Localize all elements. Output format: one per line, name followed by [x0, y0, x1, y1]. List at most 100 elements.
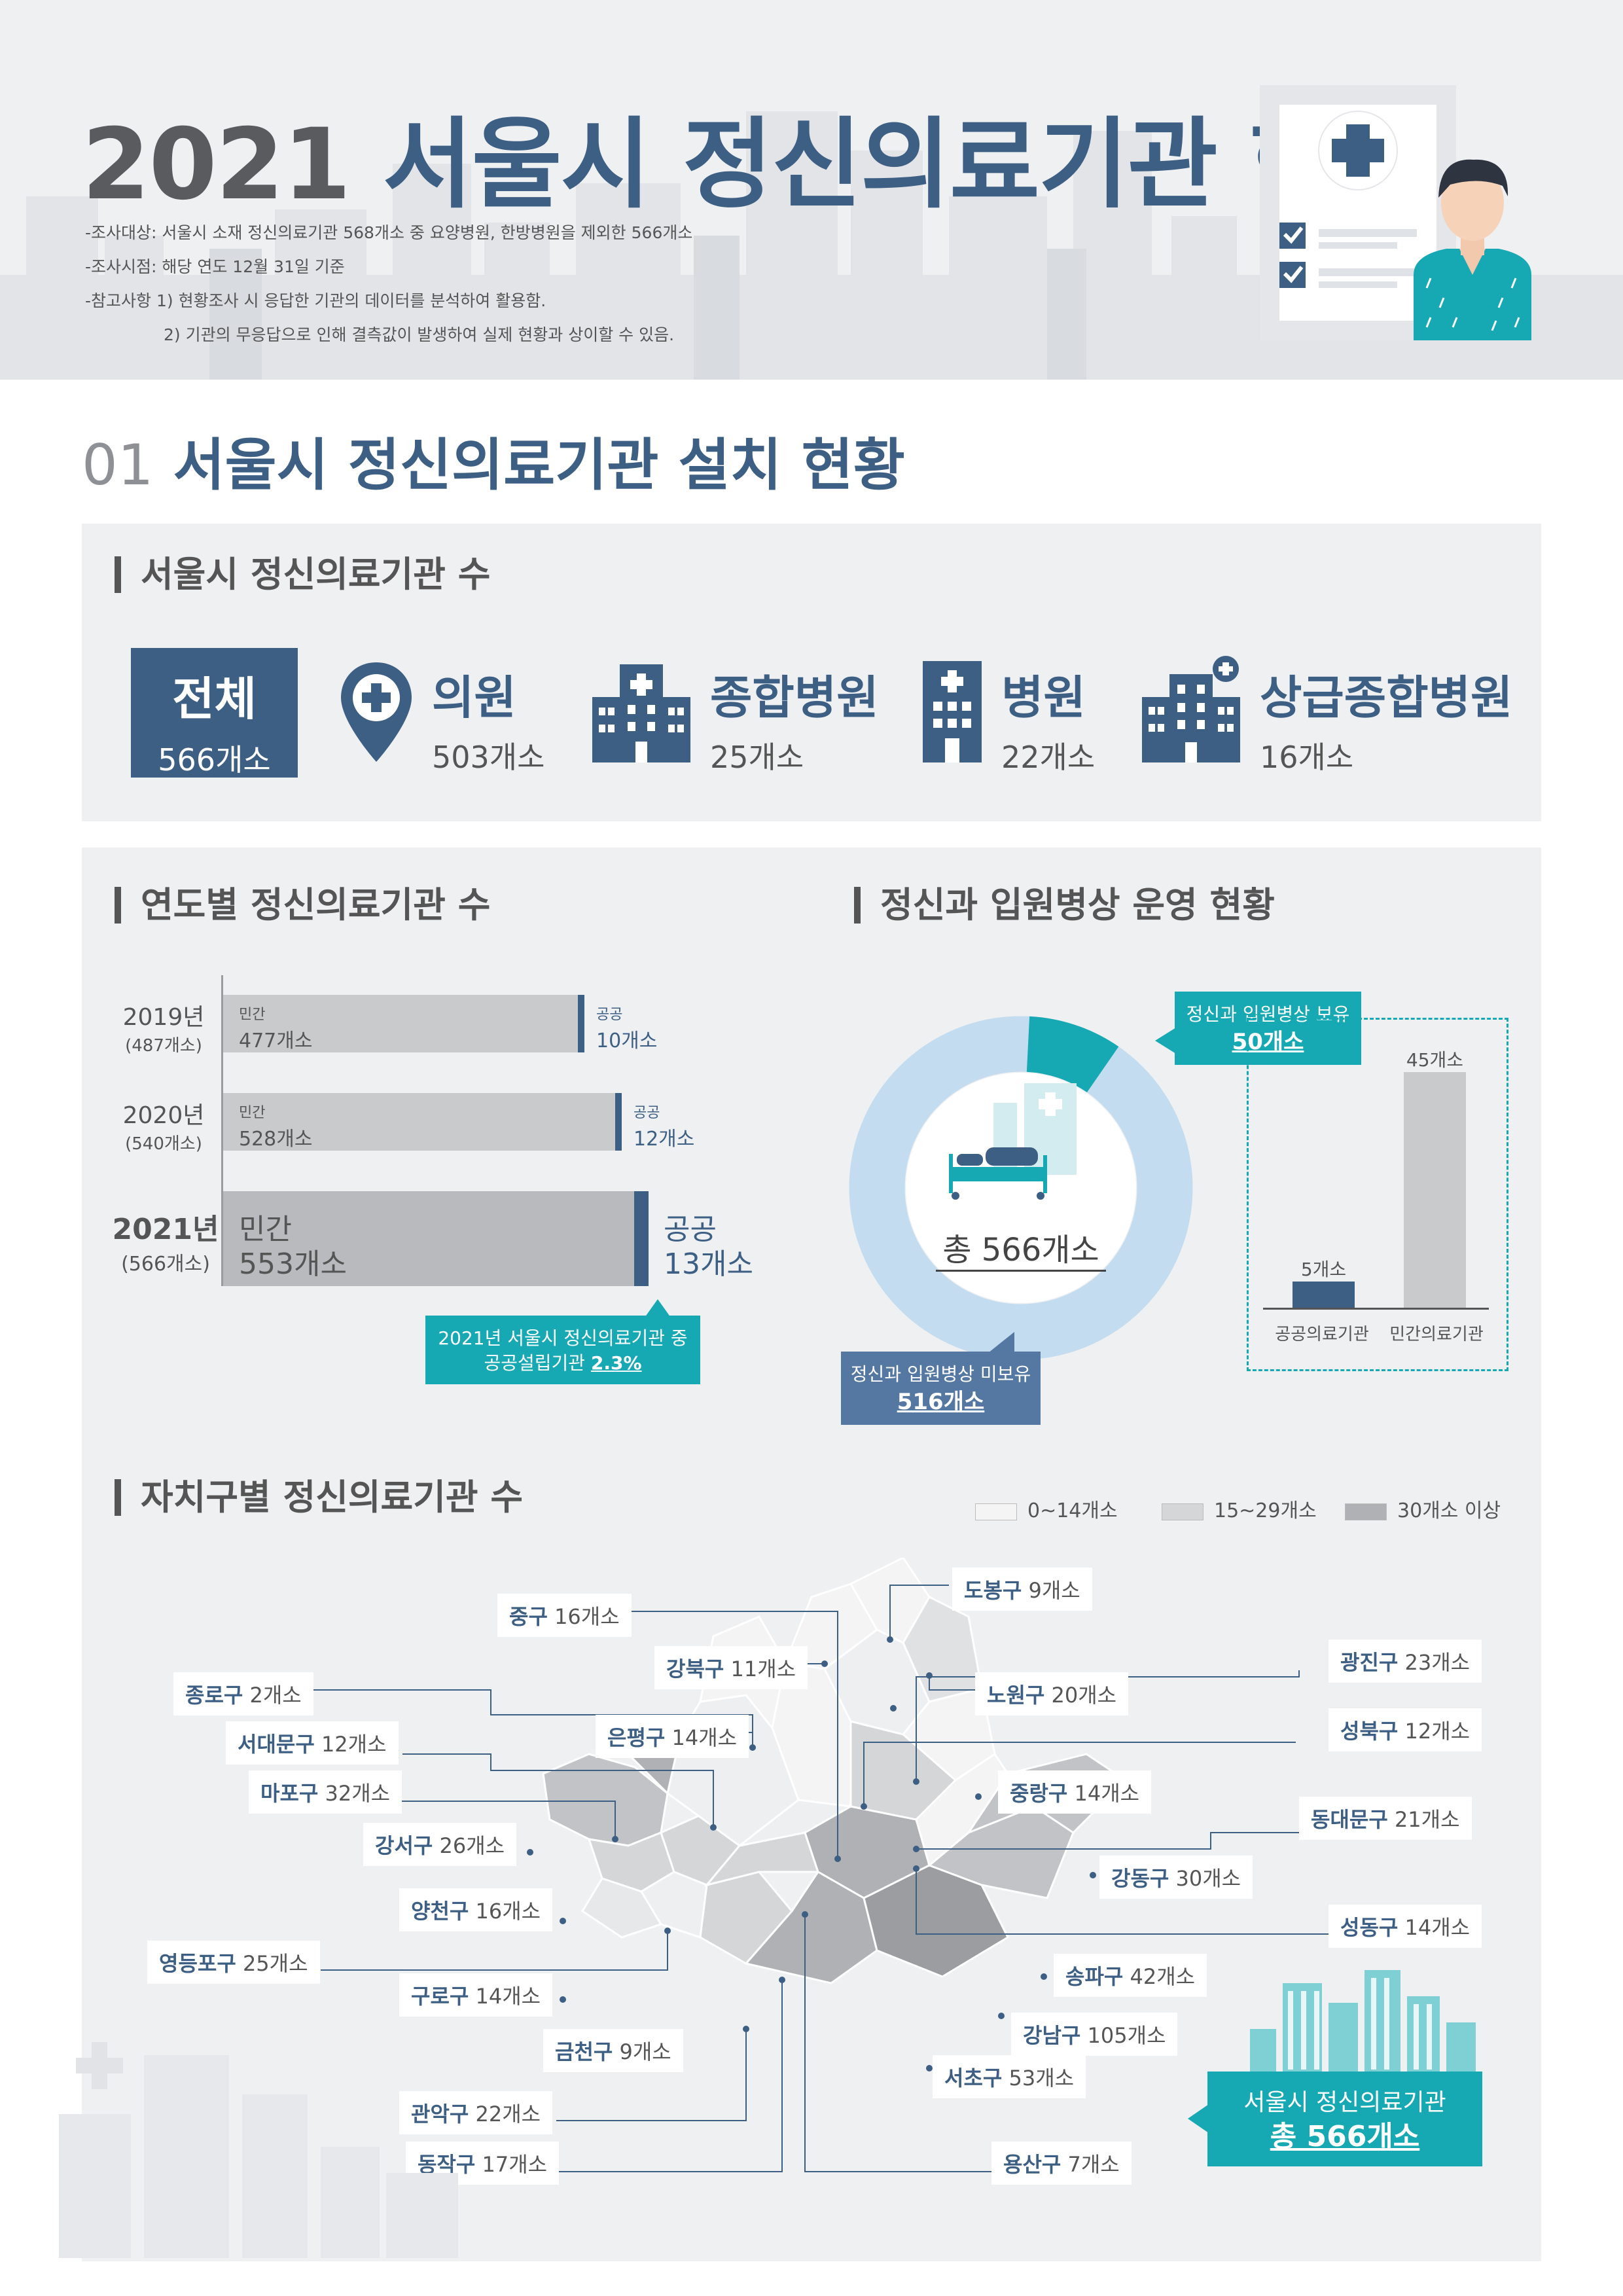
district-seodaemun: 서대문구 12개소	[226, 1721, 399, 1765]
district-seongdong: 성동구 14개소	[1329, 1905, 1482, 1948]
legend-label: 30개소 이상	[1397, 1499, 1501, 1522]
district-gangseo: 강서구 26개소	[363, 1823, 517, 1866]
hospital-bed-icon	[949, 1083, 1077, 1200]
district-count: 9개소	[1028, 1578, 1080, 1603]
private-count-2019: 477개소	[239, 1030, 313, 1052]
district-count: 14개소	[1074, 1781, 1140, 1806]
district-gangdong: 강동구 30개소	[1099, 1856, 1253, 1899]
district-name: 마포구	[260, 1781, 319, 1806]
district-count: 16개소	[554, 1604, 620, 1629]
legend-swatch	[1345, 1503, 1387, 1520]
districts-heading: 자치구별 정신의료기관 수	[115, 1479, 523, 1516]
category-label: 병원	[1001, 671, 1086, 725]
public-label-2019: 공공	[596, 1007, 623, 1023]
district-summary-callout: 서울시 정신의료기관 총 566개소	[1207, 2072, 1482, 2166]
district-count: 20개소	[1051, 1683, 1117, 1708]
section-number: 01	[82, 433, 154, 498]
legend-mid: 15~29개소	[1162, 1494, 1317, 1523]
district-name: 중구	[509, 1604, 548, 1629]
district-name: 도봉구	[964, 1578, 1022, 1603]
legend-label: 15~29개소	[1214, 1499, 1317, 1522]
ownership-cat-private: 민간의료기관	[1389, 1325, 1484, 1344]
district-name: 강동구	[1111, 1866, 1169, 1891]
district-seocho: 서초구 53개소	[933, 2055, 1086, 2098]
district-count: 105개소	[1087, 2023, 1166, 2048]
header-banner: 2021 서울시 정신의료기관 현황 -조사대상: 서울시 소재 정신의료기관 …	[0, 0, 1623, 380]
district-junggu: 중구 16개소	[497, 1594, 632, 1637]
beds-has-callout: 정신과 입원병상 보유 50개소	[1175, 992, 1361, 1065]
survey-notes: -조사대상: 서울시 소재 정신의료기관 568개소 중 요양병원, 한방병원을…	[85, 216, 692, 352]
tertiary-hospital-icon	[1142, 656, 1240, 762]
category-label: 의원	[432, 671, 516, 725]
bar-public-2020	[615, 1093, 622, 1151]
doctor-illustration	[1414, 159, 1531, 340]
bar-public-2019	[578, 995, 584, 1052]
district-name: 양천구	[411, 1899, 469, 1924]
ownership-value-public: 5개소	[1300, 1259, 1347, 1280]
category-count: 16개소	[1260, 740, 1354, 775]
public-ratio-callout: 2021년 서울시 정신의료기관 중 공공설립기관 2.3%	[425, 1316, 700, 1384]
callout-value: 2.3%	[590, 1352, 642, 1374]
public-label-2021: 공공	[664, 1213, 717, 1246]
category-count: 503개소	[432, 740, 545, 775]
callout-pointer	[988, 1332, 1014, 1353]
public-label-2020: 공공	[633, 1105, 660, 1121]
none-value: 516개소	[897, 1389, 985, 1415]
district-count: 11개소	[730, 1657, 796, 1681]
beds-donut-chart	[849, 1016, 1193, 1360]
district-count: 9개소	[619, 2039, 671, 2064]
district-name: 서초구	[944, 2066, 1003, 2090]
district-name: 종로구	[185, 1683, 243, 1708]
category-label: 상급종합병원	[1260, 671, 1513, 725]
year-total: (566개소)	[121, 1253, 210, 1276]
callout-line2-prefix: 공공설립기관	[484, 1352, 591, 1374]
district-gangnam: 강남구 105개소	[1011, 2013, 1178, 2056]
district-count: 22개소	[475, 2102, 541, 2126]
district-geumcheon: 금천구 9개소	[543, 2029, 683, 2072]
bar-private-2021	[223, 1191, 634, 1286]
hospital-skyline-decoration	[59, 2042, 458, 2258]
year-text: 2021년	[112, 1213, 219, 1246]
district-count: 21개소	[1394, 1807, 1460, 1832]
counts-heading: 서울시 정신의료기관 수	[115, 556, 490, 593]
year-text: 2019년	[122, 1004, 205, 1031]
year-label-2021: 2021년 (566개소)	[110, 1206, 221, 1276]
section-title: 서울시 정신의료기관 설치 현황	[173, 433, 905, 498]
general-hospital-icon	[592, 664, 690, 762]
district-name: 노원구	[987, 1683, 1045, 1708]
callout-line1: 2021년 서울시 정신의료기관 중	[438, 1327, 688, 1349]
section-heading: 01 서울시 정신의료기관 설치 현황	[82, 419, 905, 501]
callout-pointer	[645, 1299, 671, 1318]
private-label-2020: 민간	[239, 1105, 266, 1121]
private-label-2019: 민간	[239, 1007, 266, 1023]
private-label-2021: 민간	[239, 1213, 292, 1246]
page-title: 2021 서울시 정신의료기관 현황	[82, 85, 1429, 227]
district-name: 서대문구	[238, 1732, 315, 1757]
note-date: -조사시점: 해당 연도 12월 31일 기준	[85, 257, 345, 276]
district-name: 동대문구	[1311, 1807, 1388, 1832]
callout-pointer	[1188, 2104, 1209, 2133]
district-guro: 구로구 14개소	[399, 1973, 553, 2017]
district-count: 12개소	[321, 1732, 387, 1757]
hospital-icon	[923, 661, 982, 762]
district-count: 12개소	[1404, 1719, 1471, 1744]
category-tertiary-hospital: 상급종합병원 16개소	[1260, 661, 1512, 777]
beds-none-callout: 정신과 입원병상 미보유 516개소	[841, 1352, 1041, 1425]
district-jungnang: 중랑구 14개소	[998, 1770, 1152, 1814]
district-dobong: 도봉구 9개소	[952, 1568, 1092, 1611]
district-count: 14개소	[475, 1984, 541, 2009]
donut-slice-none	[849, 1016, 1193, 1360]
district-count: 7개소	[1067, 2152, 1120, 2177]
district-count: 25개소	[242, 1951, 308, 1976]
district-dongdaemun: 동대문구 21개소	[1299, 1797, 1472, 1840]
category-clinic: 의원 503개소	[432, 661, 544, 777]
district-name: 광진구	[1340, 1650, 1399, 1675]
district-name: 금천구	[555, 2039, 613, 2064]
district-nowon: 노원구 20개소	[975, 1672, 1129, 1715]
callout-pointer	[1155, 1028, 1176, 1054]
district-count: 42개소	[1130, 1964, 1196, 1989]
private-count-2021: 553개소	[239, 1247, 347, 1281]
district-name: 강남구	[1023, 2023, 1081, 2048]
bar-baseline	[1263, 1308, 1489, 1310]
district-count: 17개소	[482, 2152, 548, 2177]
